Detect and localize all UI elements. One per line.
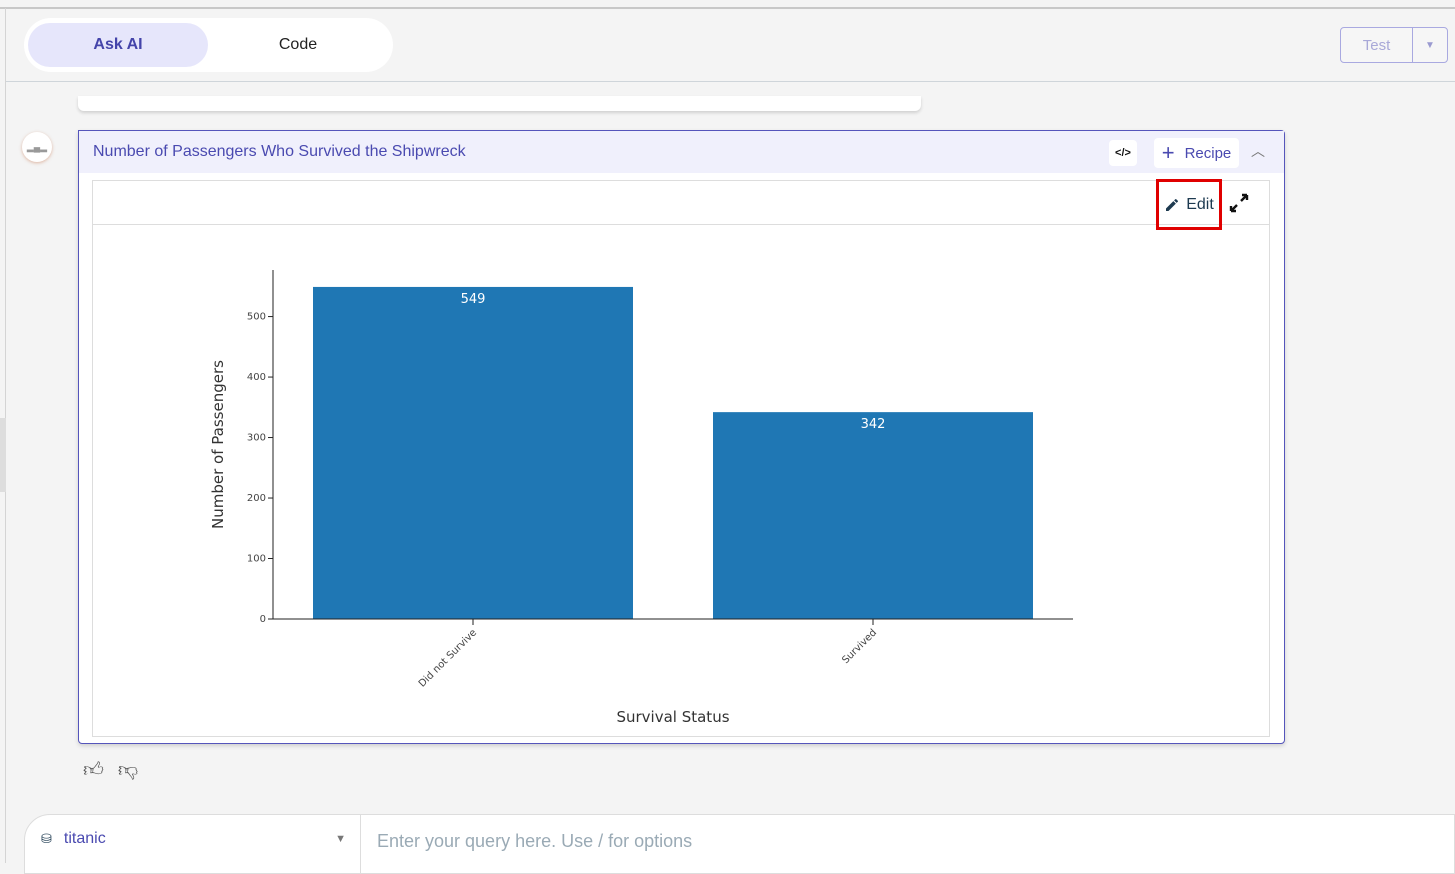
chart-panel: Edit 549 Did not Survive 342 Survived 0 100 20… xyxy=(92,179,1270,737)
y-tick-label: 200 xyxy=(247,493,266,504)
tab-ask-ai[interactable]: Ask AI xyxy=(28,23,208,67)
bar xyxy=(713,412,1033,619)
edit-chart-button[interactable]: Edit xyxy=(1156,179,1222,230)
caret-down-icon[interactable]: ▼ xyxy=(1425,39,1435,51)
add-recipe-button[interactable]: + Recipe xyxy=(1154,138,1239,168)
caret-down-icon[interactable]: ▼ xyxy=(335,833,346,845)
x-tick-label: Survived xyxy=(840,627,879,666)
chevron-up-icon[interactable]: ︿ xyxy=(1251,143,1265,159)
thumbs-up-icon[interactable]: 👍︎ xyxy=(83,759,104,781)
bar-chart-icon: ▂▄▂ xyxy=(22,132,52,162)
y-axis-title: Number of Passengers xyxy=(209,360,227,529)
y-tick-label: 400 xyxy=(247,372,266,383)
datasource-value: titanic xyxy=(63,830,106,847)
bar xyxy=(313,286,633,619)
y-tick-label: 0 xyxy=(260,614,266,625)
recipe-label: Recipe xyxy=(1184,144,1232,162)
edit-label: Edit xyxy=(1186,195,1214,213)
thumbs-down-icon[interactable]: 👎︎ xyxy=(117,759,139,781)
top-border xyxy=(0,7,1455,9)
data-label: 549 xyxy=(461,292,486,307)
y-tick-label: 100 xyxy=(247,554,266,565)
bar-chart: 549 Did not Survive 342 Survived 0 100 200 300 4… xyxy=(209,270,1073,726)
database-icon: ⛁ xyxy=(41,831,52,846)
data-label: 342 xyxy=(861,417,886,432)
header-divider xyxy=(6,81,1455,82)
y-tick-label: 500 xyxy=(247,312,266,323)
expand-icon[interactable] xyxy=(1228,192,1250,219)
x-tick-label: Did not Survive xyxy=(417,627,479,689)
feedback-bar: 👍︎ 👎︎ xyxy=(83,758,138,782)
x-axis-title: Survival Status xyxy=(616,708,729,726)
card-title: Number of Passengers Who Survived the Sh… xyxy=(93,143,466,160)
plus-icon: + xyxy=(1161,140,1175,165)
chart-result-card: Number of Passengers Who Survived the Sh… xyxy=(78,130,1285,744)
query-input[interactable]: Enter your query here. Use / for options xyxy=(361,814,1455,874)
test-button[interactable]: Test ▼ xyxy=(1340,27,1448,63)
test-button-label[interactable]: Test xyxy=(1341,28,1413,62)
mode-switch: Ask AI Code xyxy=(24,18,393,72)
datasource-select[interactable]: ⛁ titanic ▼ xyxy=(24,814,361,874)
card-header: Number of Passengers Who Survived the Sh… xyxy=(79,131,1284,173)
chart-toolbar: Edit xyxy=(93,179,1269,230)
y-tick-label: 300 xyxy=(247,433,266,444)
sidebar-toggle-handle[interactable] xyxy=(0,418,6,492)
view-code-button[interactable]: </> xyxy=(1109,140,1137,166)
tab-code[interactable]: Code xyxy=(278,36,318,53)
previous-message-card xyxy=(78,96,921,111)
pencil-icon xyxy=(1166,198,1179,211)
